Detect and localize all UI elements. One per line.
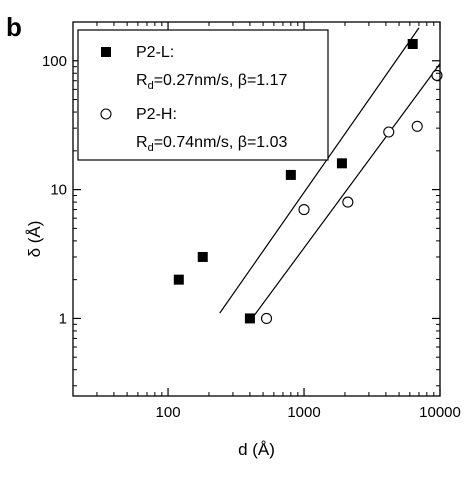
data-point-circle	[383, 126, 395, 138]
legend-marker-square	[101, 47, 111, 57]
data-point-circle	[260, 312, 273, 324]
x-tick-label: 10000	[419, 404, 461, 421]
legend-series-params: Rd=0.27nm/s, β=1.17	[136, 72, 288, 92]
x-tick-label: 1000	[287, 404, 320, 421]
legend-marker-circle	[100, 108, 112, 120]
data-point-square	[173, 274, 184, 285]
y-axis-label: δ (Å)	[25, 221, 44, 258]
x-tick-label: 100	[156, 404, 181, 421]
data-point-square	[407, 38, 418, 49]
x-axis-label: d (Å)	[238, 440, 275, 459]
fit-line	[219, 27, 420, 314]
y-tick-label: 1	[59, 310, 67, 327]
data-point-square	[197, 251, 208, 262]
series-2	[249, 63, 443, 324]
legend-series-name: P2-H:	[136, 106, 177, 123]
data-point-square	[336, 158, 347, 169]
y-tick-label: 100	[42, 53, 67, 70]
data-point-circle	[411, 120, 423, 132]
plot-frame	[72, 21, 441, 397]
legend-series-params: Rd=0.74nm/s, β=1.03	[136, 134, 288, 154]
legend-box	[77, 29, 329, 161]
series-1	[173, 27, 420, 324]
y-tick-label: 10	[50, 182, 67, 199]
fit-line	[249, 63, 441, 322]
legend-series-name: P2-L:	[136, 44, 174, 61]
data-point-circle	[298, 204, 310, 216]
data-point-circle	[342, 196, 354, 208]
data-point-square	[285, 169, 296, 180]
panel-label: b	[6, 12, 22, 42]
data-point-square	[244, 313, 255, 324]
